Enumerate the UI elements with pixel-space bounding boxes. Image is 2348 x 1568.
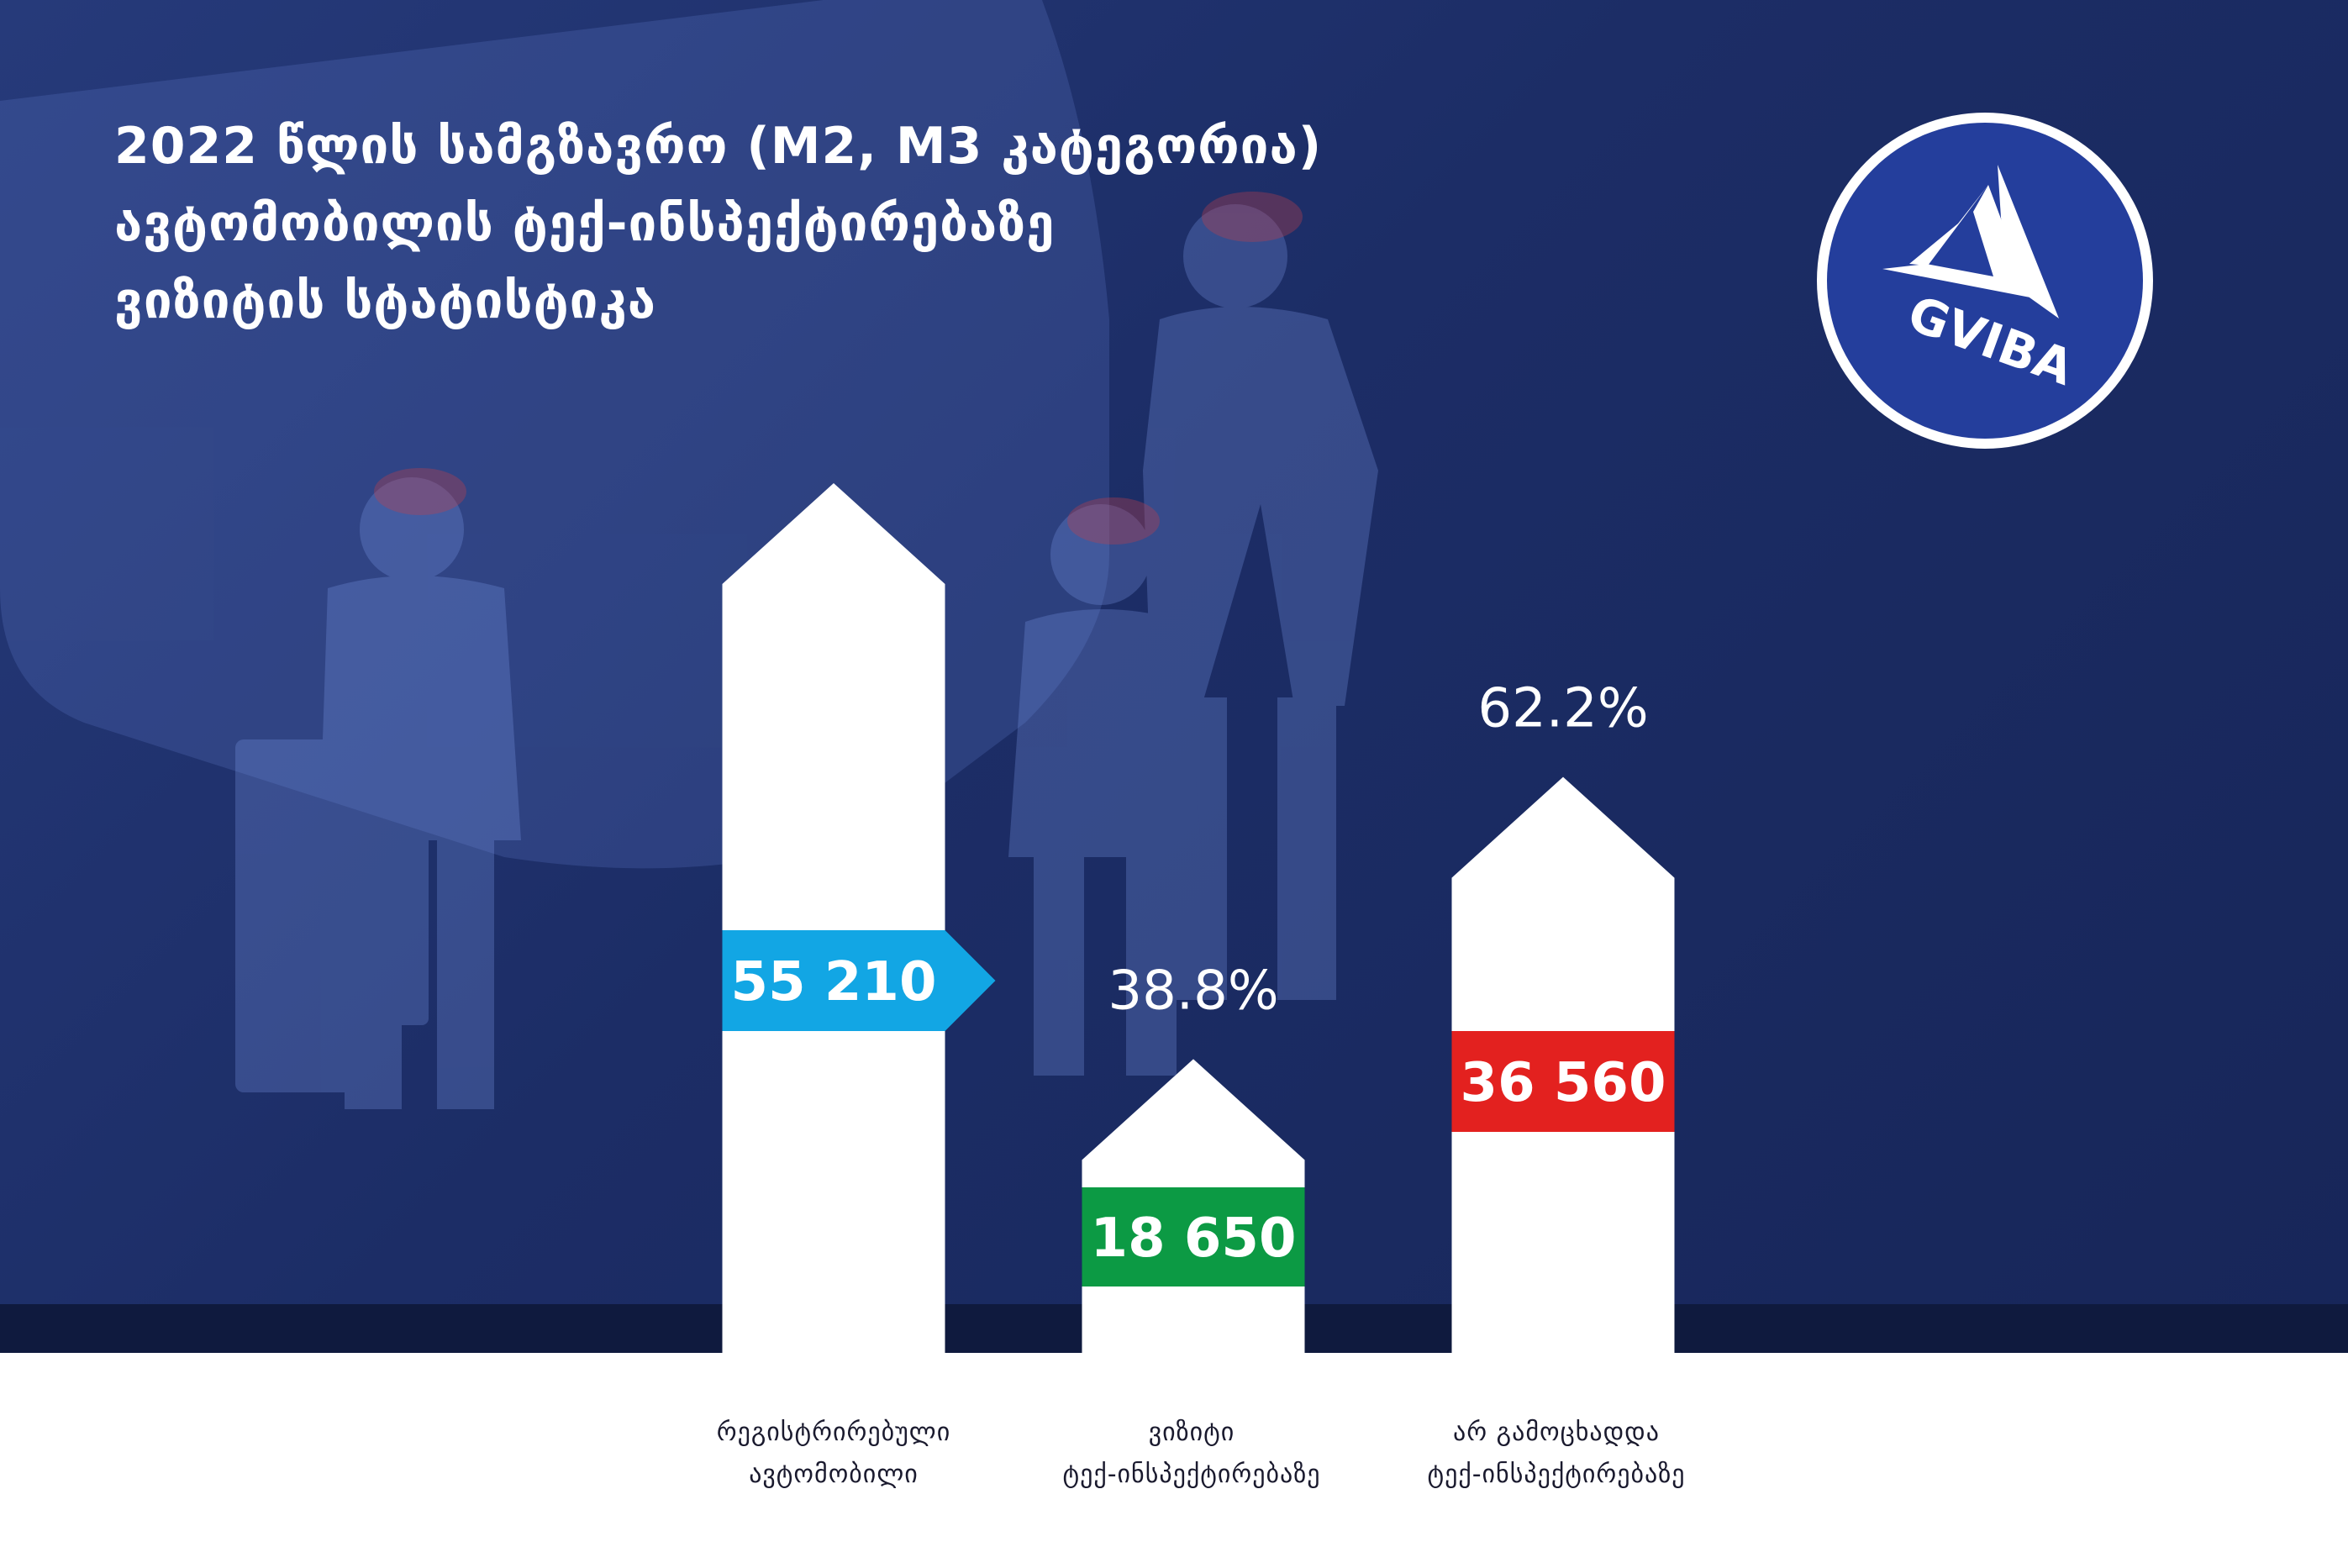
category-label-registered-line-1: რეგისტრირებული (716, 1418, 951, 1447)
category-label-registered-line-2: ავტომობილი (749, 1460, 919, 1489)
value-label-bg-registered (722, 930, 945, 1031)
category-label-visited-line-1: ვიზიტი (1148, 1418, 1235, 1447)
category-label-visited: ვიზიტი ტექ-ინსპექტირებაზე (982, 1412, 1402, 1496)
percent-label-visited: 38.8% (1108, 960, 1278, 1022)
value-label-bg-not-visited (1451, 1031, 1675, 1132)
bar-registered (722, 483, 945, 1353)
triangle-logo-icon (1882, 165, 2059, 318)
value-label-pointer-registered (945, 930, 996, 1031)
chart-title: 2022 წლის სამგზავრო (M2, M3 კატეგორია) ა… (114, 108, 1322, 339)
title-line-2: ავტომობილის ტექ-ინსპექტირებაზე (114, 194, 1056, 253)
percent-label-not-visited: 62.2% (1477, 678, 1648, 740)
category-label-registered: რეგისტრირებული ავტომობილი (624, 1412, 1044, 1496)
value-label-bg-visited (1082, 1187, 1305, 1286)
category-label-not-visited-line-2: ტექ-ინსპექტირებაზე (1427, 1460, 1686, 1489)
gviba-logo: GVIBA (1817, 113, 2153, 449)
value-label-visited: 18 650 (1091, 1208, 1297, 1270)
category-label-not-visited-line-1: არ გამოცხადდა (1453, 1418, 1660, 1447)
value-label-not-visited: 36 560 (1461, 1052, 1666, 1114)
category-label-not-visited: არ გამოცხადდა ტექ-ინსპექტირებაზე (1346, 1412, 1766, 1496)
category-label-visited-line-2: ტექ-ინსპექტირებაზე (1062, 1460, 1321, 1489)
title-line-3: ვიზიტის სტატისტიკა (114, 271, 656, 330)
value-label-registered: 55 210 (731, 951, 937, 1013)
title-line-1: 2022 წლის სამგზავრო (M2, M3 კატეგორია) (114, 117, 1323, 176)
